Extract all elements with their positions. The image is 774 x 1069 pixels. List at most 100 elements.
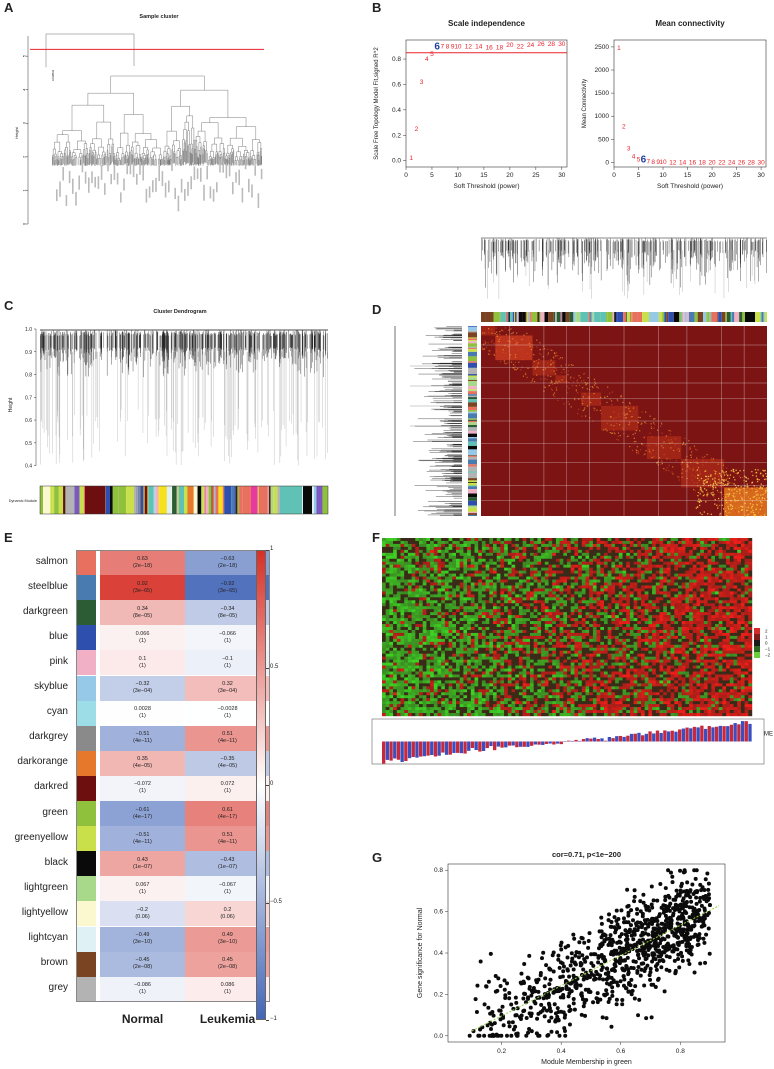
expression-cell bbox=[504, 576, 508, 580]
dendrogram-branch bbox=[163, 160, 166, 166]
expression-cell bbox=[607, 567, 612, 571]
expression-cell bbox=[563, 543, 568, 548]
expression-cell bbox=[411, 561, 416, 565]
tom-speckle bbox=[747, 488, 749, 491]
tom-speckle bbox=[570, 406, 572, 408]
expression-cell bbox=[718, 558, 723, 562]
expression-cell bbox=[470, 582, 475, 586]
correlation-cell: −0.1 (1) bbox=[185, 650, 270, 676]
tom-speckle bbox=[514, 356, 517, 358]
expression-cell bbox=[685, 570, 690, 574]
correlation-value: 0.086 bbox=[220, 982, 235, 989]
tom-speckle bbox=[722, 471, 724, 473]
expression-cell bbox=[552, 540, 557, 545]
dendrogram-branch bbox=[250, 150, 254, 157]
tom-speckle bbox=[512, 364, 515, 366]
tom-speckle bbox=[701, 456, 703, 458]
dendrogram-branch bbox=[73, 149, 82, 154]
expression-cell bbox=[633, 588, 638, 592]
expression-cell bbox=[722, 558, 727, 562]
tom-speckle bbox=[729, 474, 732, 476]
tom-speckle bbox=[515, 340, 517, 343]
expression-cell bbox=[533, 552, 538, 556]
expression-cell bbox=[633, 582, 638, 586]
expression-cell bbox=[681, 585, 686, 589]
expression-cell bbox=[618, 585, 623, 589]
dendrogram-branch bbox=[108, 153, 111, 158]
expression-cell bbox=[592, 538, 597, 542]
expression-cell bbox=[474, 552, 479, 556]
expression-cell bbox=[507, 570, 512, 574]
tom-speckle bbox=[637, 421, 639, 424]
expression-cell bbox=[681, 588, 686, 592]
expression-cell bbox=[504, 564, 508, 568]
expression-cell bbox=[419, 546, 423, 551]
expression-cell bbox=[396, 576, 401, 580]
tom-speckle bbox=[720, 474, 722, 476]
module-name-darkred: darkred bbox=[34, 781, 68, 793]
tom-speckle bbox=[553, 370, 555, 372]
expression-cell bbox=[470, 558, 475, 562]
module-color-segment bbox=[468, 500, 477, 506]
expression-cell bbox=[585, 555, 590, 559]
expression-cell bbox=[685, 582, 690, 586]
correlation-value: −0.51 bbox=[135, 831, 150, 838]
correlation-value: 0.1 bbox=[138, 655, 147, 662]
module-color-segment bbox=[468, 377, 477, 380]
expression-cell bbox=[452, 561, 457, 565]
tom-speckle bbox=[722, 493, 724, 496]
tom-speckle bbox=[732, 499, 734, 501]
module-color-segment bbox=[668, 312, 674, 322]
expression-cell bbox=[389, 543, 394, 548]
sample-leaf-label bbox=[187, 181, 189, 196]
module-name-green: green bbox=[42, 806, 68, 818]
expression-cell bbox=[663, 540, 668, 545]
expression-cell bbox=[452, 585, 457, 589]
expression-cell bbox=[415, 555, 420, 559]
expression-cell bbox=[689, 543, 693, 548]
expression-cell bbox=[504, 588, 508, 592]
tom-speckle bbox=[488, 328, 490, 330]
expression-cell bbox=[707, 585, 712, 589]
expression-cell bbox=[740, 561, 745, 565]
dendrogram-branch bbox=[232, 150, 235, 166]
power-label: 12 bbox=[465, 43, 473, 50]
dendrogram-branch bbox=[126, 145, 130, 153]
expression-cell bbox=[415, 549, 420, 554]
expression-cell bbox=[489, 540, 494, 545]
expression-cell bbox=[522, 540, 527, 545]
tom-speckle bbox=[502, 351, 504, 353]
tom-speckle bbox=[746, 485, 748, 488]
expression-cell bbox=[592, 555, 597, 559]
tom-speckle bbox=[567, 374, 569, 376]
expression-cell bbox=[537, 582, 542, 586]
expression-cell bbox=[467, 567, 471, 571]
expression-cell bbox=[404, 558, 409, 562]
tom-speckle bbox=[735, 493, 737, 495]
p-value: (1e−07) bbox=[132, 863, 153, 870]
expression-cell bbox=[696, 567, 701, 571]
tom-speckle bbox=[547, 365, 549, 367]
module-color-segment bbox=[172, 486, 177, 514]
module-color-segment bbox=[481, 312, 486, 322]
expression-cell bbox=[711, 558, 716, 562]
expression-cell bbox=[552, 564, 557, 568]
tom-speckle bbox=[624, 414, 626, 416]
expression-cell bbox=[707, 573, 712, 577]
tom-speckle bbox=[755, 488, 757, 491]
expression-cell bbox=[533, 564, 538, 568]
expression-cell bbox=[592, 567, 597, 571]
tom-speckle bbox=[710, 459, 713, 461]
expression-cell bbox=[733, 579, 738, 583]
expression-cell bbox=[548, 555, 553, 559]
expression-cell bbox=[700, 582, 705, 586]
module-name-greenyellow: greenyellow bbox=[14, 831, 68, 843]
expression-cell bbox=[500, 576, 505, 580]
tom-speckle bbox=[726, 512, 728, 514]
p-value: (2e−08) bbox=[217, 964, 238, 971]
expression-cell bbox=[729, 543, 734, 548]
expression-cell bbox=[578, 564, 582, 568]
tom-speckle bbox=[516, 342, 518, 344]
expression-cell bbox=[696, 570, 701, 574]
y-tick-label: 500 bbox=[598, 136, 609, 143]
